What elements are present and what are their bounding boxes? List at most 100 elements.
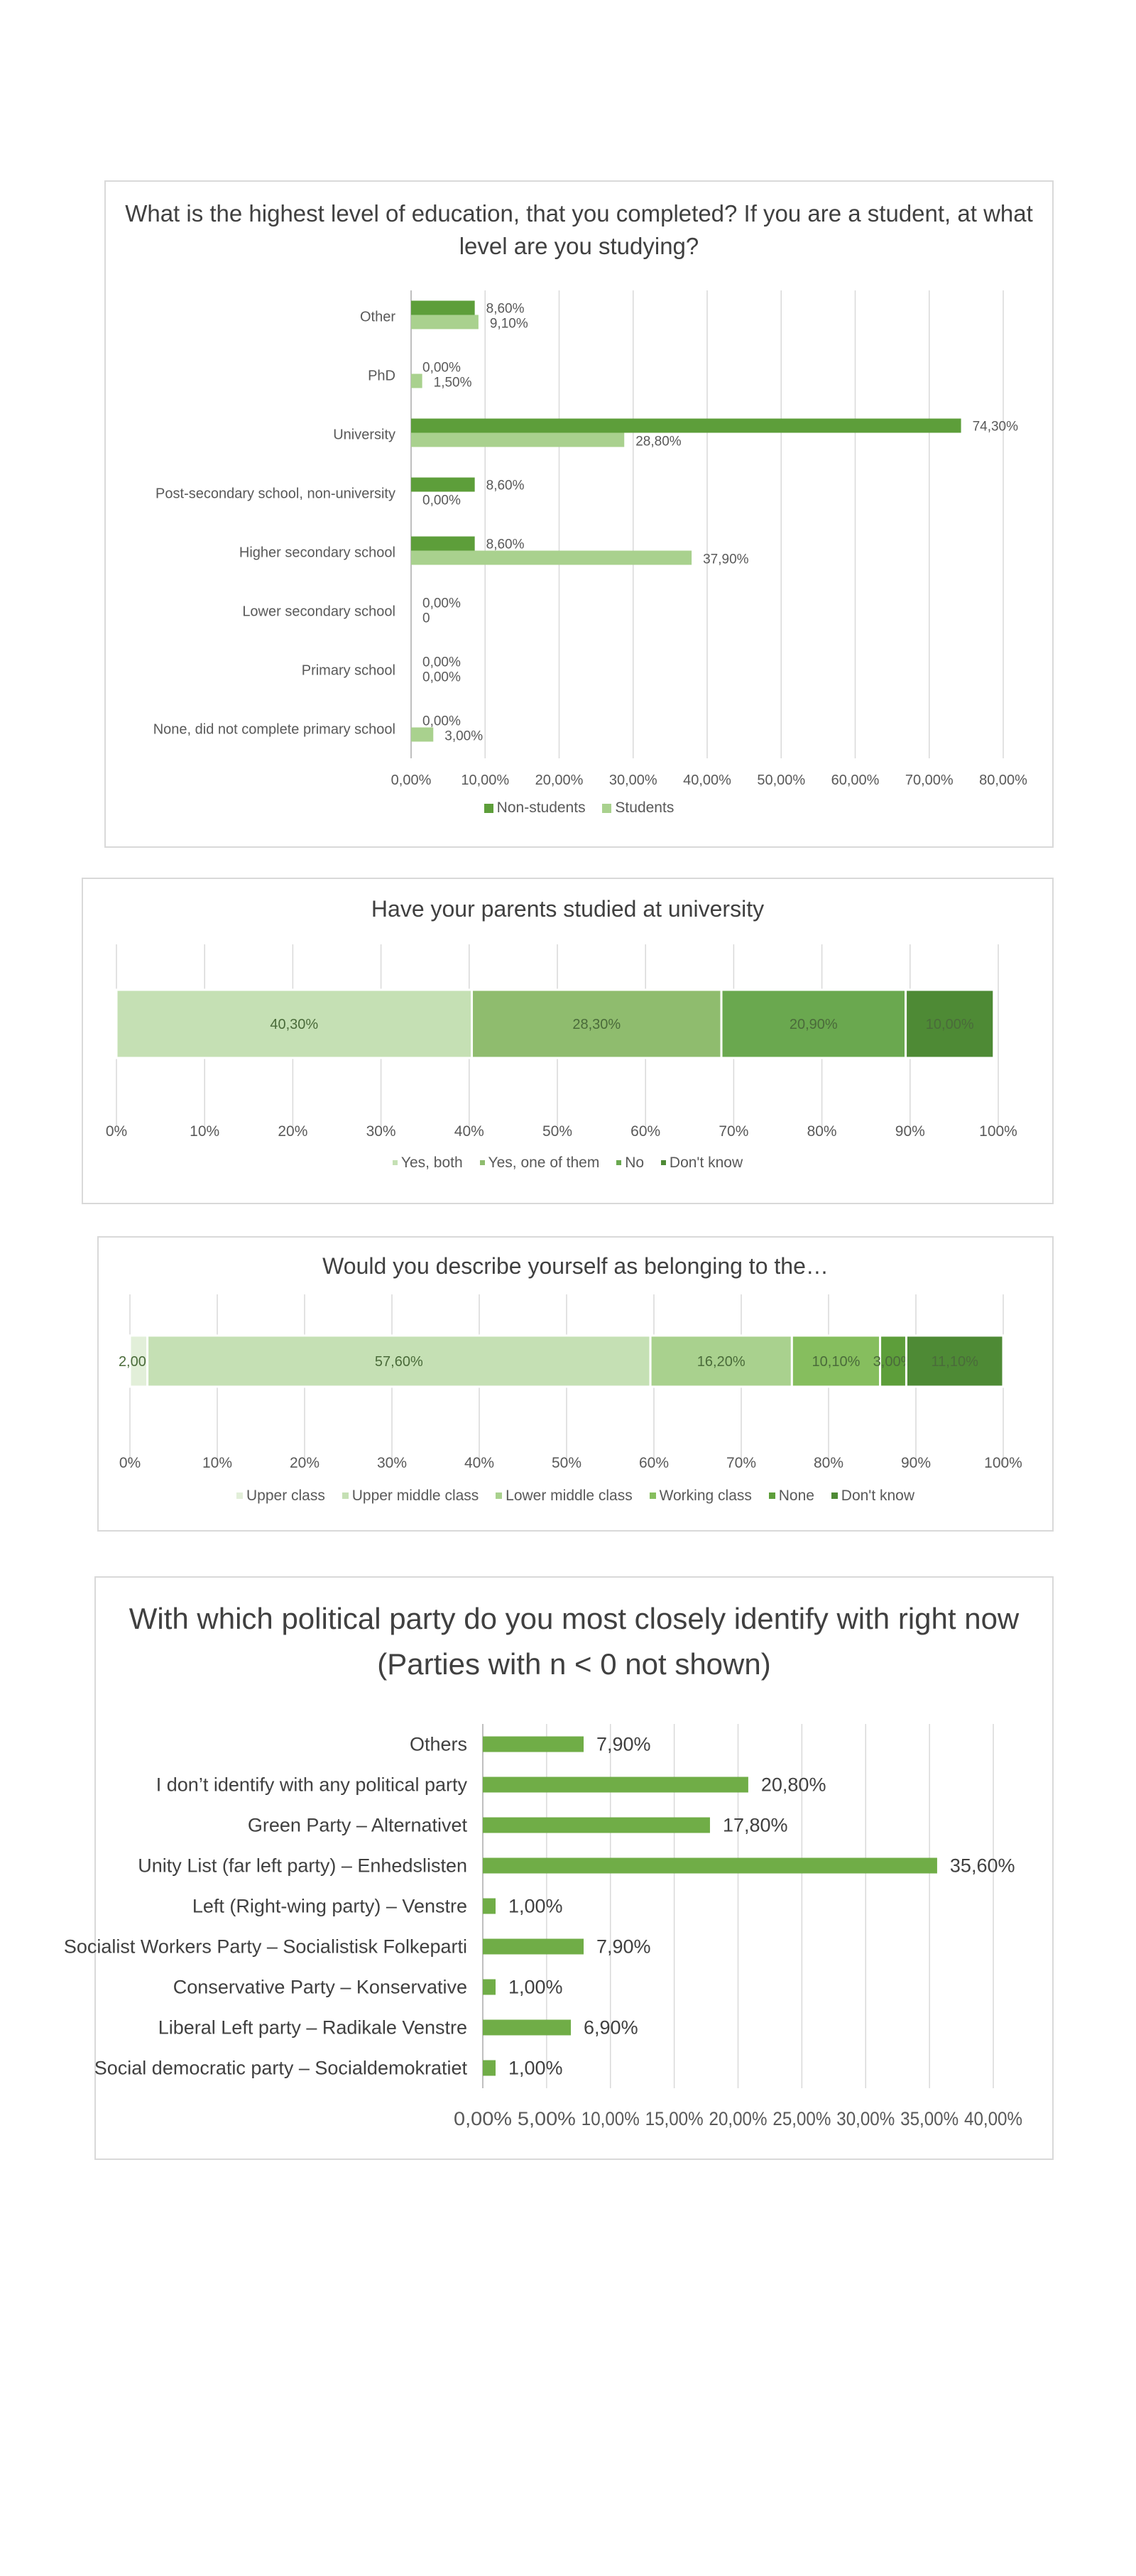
legend-item-upper-class: Upper class [236,1488,325,1505]
x-tick-label: 90% [895,1123,925,1140]
education-chart-legend: Non-students Students [106,799,1052,817]
legend-label: Upper middle class [351,1488,479,1504]
x-tick-label: 40% [454,1123,484,1140]
bar [483,1736,584,1752]
legend-swatch [479,1160,485,1165]
data-label-students: 1,50% [434,376,472,391]
data-label: 40,30% [270,1017,318,1032]
x-tick-label: 70% [719,1123,748,1140]
legend-label: Lower middle class [506,1488,633,1504]
x-tick-label: 10% [202,1455,232,1471]
category-label: None, did not complete primary school [153,722,395,738]
bar-non-students [411,477,475,492]
x-tick-label: 10% [190,1123,219,1140]
data-label-students: 0 [422,611,430,626]
education-chart-panel: What is the highest level of education, … [104,180,1054,848]
legend-label: Don't know [669,1155,743,1171]
x-tick-label: 50,00% [757,773,805,788]
data-label: 7,90% [596,1734,651,1755]
class-chart-title: Would you describe yourself as belonging… [322,1253,829,1279]
bar-segment [720,988,907,1059]
x-tick-label: 80% [807,1123,837,1140]
legend-label: Yes, one of them [488,1155,600,1171]
x-tick-label: 30,00% [609,773,657,788]
bar-segment [905,1334,1005,1388]
data-label-students: 0,00% [422,670,461,685]
x-tick-label: 20,00% [535,773,584,788]
x-tick-label: 10,00% [461,773,509,788]
party-chart: 0,00% 5,00% 10,00% 15,00% 20,00% 25,00% 30,00%… [64,1724,1022,2129]
x-tick-label: 60,00% [831,773,880,788]
bar [483,1979,496,1995]
legend-item-dont-know: Don't know [831,1488,914,1505]
legend-label: Don't know [841,1488,915,1504]
x-tick-label: 30% [366,1123,396,1140]
data-label: 57,60% [375,1354,423,1370]
class-chart-legend: Upper class Upper middle class Lower mid… [99,1488,1052,1505]
education-chart: 0,00% 10,00% 20,00% 30,00% 40,00% 50,00% 60,00… [153,290,1027,788]
bar-segment [471,988,723,1059]
category-label: Primary school [302,663,395,679]
category-label: Unity List (far left party) – Enhedslist… [138,1855,467,1877]
bar [483,1857,937,1874]
category-label: Socialist Workers Party – Socialistisk F… [64,1936,467,1958]
x-tick-label: 5,00% [518,2108,576,2129]
x-tick-label: 40,00% [964,2108,1022,2129]
x-tick-label: 20% [290,1455,320,1471]
category-label: Left (Right-wing party) – Venstre [192,1896,467,1917]
legend-label: Students [615,799,674,816]
data-label: 1,00% [508,2058,563,2079]
category-label: PhD [368,369,395,384]
parents-chart-title: Have your parents studied at university [371,896,765,922]
x-tick-label: 0,00% [391,773,432,788]
data-label: 28,30% [572,1017,621,1032]
data-label-non-students: 8,60% [486,537,525,552]
bar-segment [879,1334,907,1388]
legend-item-yes-both: Yes, both [392,1155,463,1172]
x-tick-label: 60% [630,1123,660,1140]
x-tick-label: 70,00% [905,773,954,788]
data-label: 16,20% [697,1354,746,1370]
bar [483,1817,710,1833]
legend-swatch [484,804,493,813]
bar-students [411,432,625,447]
legend-swatch [768,1492,775,1499]
legend-swatch [616,1160,622,1165]
legend-swatch [660,1160,666,1165]
category-label: University [333,427,395,443]
class-chart-panel: Would you describe yourself as belonging… [97,1236,1054,1532]
legend-item-none: None [768,1488,814,1505]
legend-swatch [649,1492,656,1499]
bar [483,1898,496,1914]
data-label-non-students: 0,00% [422,714,461,729]
data-label-non-students: 0,00% [422,596,461,611]
x-tick-label: 60% [639,1455,669,1471]
x-tick-label: 40,00% [683,773,731,788]
legend-swatch [831,1492,838,1499]
legend-item-no: No [616,1155,644,1172]
party-chart-panel: With which political party do you most c… [64,1576,1054,2160]
legend-label: Upper class [246,1488,325,1504]
category-label: Post-secondary school, non-university [155,486,395,502]
x-tick-label: 100% [984,1455,1022,1471]
x-tick-label: 30% [377,1455,407,1471]
legend-item-working-class: Working class [649,1488,752,1505]
legend-swatch [602,804,612,813]
bar [483,1777,748,1793]
legend-label: Working class [659,1488,752,1504]
data-label-students: 0,00% [422,493,461,508]
data-label: 20,90% [790,1017,838,1032]
x-tick-label: 0% [106,1123,127,1140]
category-label: Others [410,1734,467,1755]
x-tick-label: 50% [552,1455,581,1471]
parents-chart-legend: Yes, both Yes, one of them No Don't know [83,1155,1052,1172]
legend-swatch [236,1492,243,1499]
parents-chart-panel: Have your parents studied at university … [82,878,1054,1204]
category-label: Higher secondary school [239,545,395,561]
bar-students [411,373,422,388]
category-label: I don’t identify with any political part… [156,1774,468,1796]
x-tick-label: 50% [542,1123,572,1140]
bar-students [411,550,692,565]
data-label: 1,00% [508,1977,563,1998]
x-tick-label: 80,00% [979,773,1027,788]
